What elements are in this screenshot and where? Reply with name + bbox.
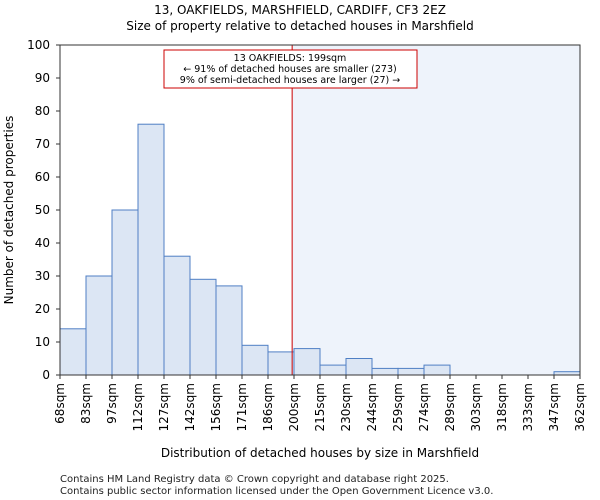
x-tick-label: 303sqm [469, 383, 483, 431]
bar-127sqm [163, 255, 191, 376]
bar-274sqm [423, 364, 451, 376]
x-tick-label: 127sqm [157, 383, 171, 431]
bar-156sqm [215, 285, 243, 376]
bar-83sqm [85, 275, 113, 376]
x-tick-label: 171sqm [235, 383, 249, 431]
y-tick-label: 60 [35, 170, 50, 184]
y-tick-label: 10 [35, 335, 50, 349]
x-tick-label: 156sqm [209, 383, 223, 431]
x-tick-label: 83sqm [79, 383, 93, 424]
x-tick-label: 244sqm [365, 383, 379, 431]
y-tick-label: 0 [42, 368, 50, 382]
y-tick-label: 50 [35, 203, 50, 217]
chart-title: 13, OAKFIELDS, MARSHFIELD, CARDIFF, CF3 … [154, 3, 446, 17]
bar-68sqm [59, 328, 87, 376]
x-tick-label: 200sqm [287, 383, 301, 431]
y-tick-label: 70 [35, 137, 50, 151]
annotation-line-1: 13 OAKFIELDS: 199sqm [234, 53, 347, 64]
x-tick-label: 112sqm [131, 383, 145, 431]
annotation-line-3: 9% of semi-detached houses are larger (2… [180, 75, 400, 86]
bar-112sqm [137, 123, 165, 376]
x-tick-label: 289sqm [443, 383, 457, 431]
x-tick-label: 259sqm [391, 383, 405, 431]
x-tick-label: 186sqm [261, 383, 275, 431]
highlight-region [292, 45, 580, 375]
bar-142sqm [189, 278, 217, 376]
y-tick-label: 30 [35, 269, 50, 283]
x-tick-label: 333sqm [521, 383, 535, 431]
x-tick-label: 97sqm [105, 383, 119, 424]
plot-frame [59, 44, 581, 376]
bar-186sqm [267, 351, 295, 376]
y-tick-label: 80 [35, 104, 50, 118]
y-tick-label: 40 [35, 236, 50, 250]
x-tick-label: 215sqm [313, 383, 327, 431]
bar-215sqm [319, 364, 347, 376]
y-tick-label: 100 [27, 38, 50, 52]
x-tick-label: 230sqm [339, 383, 353, 431]
footer-line-2: Contains public sector information licen… [60, 486, 493, 497]
x-tick-label: 68sqm [53, 383, 67, 424]
bars-group [59, 123, 581, 376]
footer-line-1: Contains HM Land Registry data © Crown c… [60, 474, 449, 485]
bar-97sqm [111, 209, 139, 376]
y-axis: 0 10 20 30 40 50 60 70 80 90 100 [27, 38, 60, 382]
chart-subtitle: Size of property relative to detached ho… [126, 19, 473, 33]
x-tick-label: 318sqm [495, 383, 509, 431]
annotation-box: 13 OAKFIELDS: 199sqm ← 91% of detached h… [163, 49, 418, 89]
bar-171sqm [241, 344, 269, 376]
x-tick-label: 362sqm [573, 383, 587, 431]
bar-230sqm [345, 358, 373, 376]
x-tick-label: 142sqm [183, 383, 197, 431]
bar-259sqm [397, 367, 425, 376]
x-tick-label: 347sqm [547, 383, 561, 431]
x-axis-title: Distribution of detached houses by size … [161, 446, 479, 460]
y-tick-label: 90 [35, 71, 50, 85]
annotation-line-2: ← 91% of detached houses are smaller (27… [183, 64, 396, 75]
y-tick-label: 20 [35, 302, 50, 316]
x-tick-label: 274sqm [417, 383, 431, 431]
bar-244sqm [371, 367, 399, 376]
x-axis: 68sqm 83sqm 97sqm 112sqm 127sqm 142sqm 156sqm 1… [53, 375, 587, 431]
y-axis-title: Number of detached properties [2, 116, 16, 305]
bar-200sqm [293, 348, 321, 376]
